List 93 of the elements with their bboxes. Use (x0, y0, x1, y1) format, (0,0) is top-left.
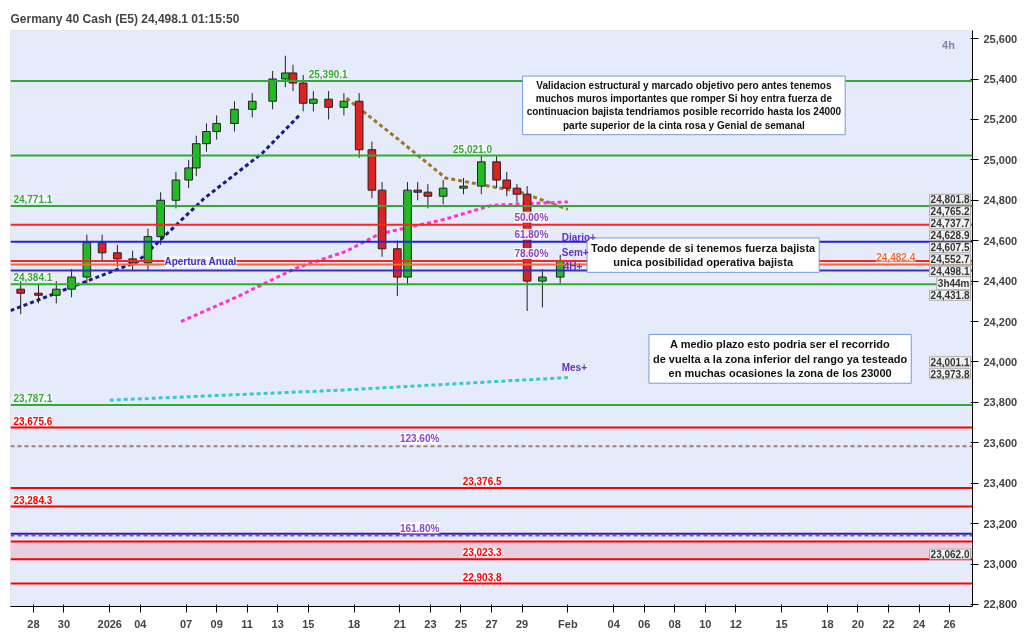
annotation: 61.80% (514, 228, 549, 240)
x-tick-label: 10 (699, 617, 712, 630)
candlestick (438, 179, 448, 205)
annotation: 24,607.5 (930, 242, 970, 254)
y-tick-label: 24,600 (983, 234, 1018, 247)
annotation: Todo depende de si tenemos fuerza bajista unica posibilidad operativa bajista (591, 241, 817, 269)
annotation: Validacion estructural y marcado objetivo pero antes tenemos muchos muros importantes que romper Si hoy entra fuerza de continuacion bajista tendriamos posible recorrido hasta los 24000 parte superior de la cinta rosa y Genial de semanal (526, 80, 842, 131)
annotation: 161.80% (399, 522, 440, 534)
candlestick (97, 234, 107, 262)
x-tick-label: Feb (558, 617, 578, 630)
ref-line-label: 24,384.1 (13, 272, 53, 284)
y-tick-label: 24,000 (983, 355, 1018, 368)
x-tick-label: 23 (424, 617, 437, 630)
candlestick (171, 171, 181, 209)
candlestick (339, 92, 349, 116)
ref-line-label: 24,482.4 (876, 252, 916, 264)
candlestick (324, 90, 333, 120)
chart-title: Germany 40 Cash (E5) 24,498.1 01:15:50 (10, 11, 240, 26)
y-tick-label: 23,200 (983, 517, 1018, 530)
x-tick-label: 26 (943, 617, 956, 630)
annotation: 4h (942, 39, 956, 52)
y-tick-label: 23,000 (983, 558, 1018, 571)
ref-line-label: 25,390.1 (308, 69, 349, 81)
x-tick-label: 12 (729, 617, 742, 630)
annotation: 24,498.1 (930, 266, 970, 278)
annotation: Mes+ (561, 361, 588, 373)
annotation: 24,737.7 (930, 218, 970, 230)
x-tick-label: 22 (882, 617, 895, 630)
ref-line-label: 25,021.0 (453, 143, 493, 155)
y-tick-label: 25,200 (983, 113, 1018, 126)
annotation: 123.60% (399, 433, 440, 445)
x-tick-label: 18 (821, 617, 834, 630)
x-tick-label: 27 (485, 617, 498, 630)
x-tick-label: 09 (210, 617, 223, 630)
annotation: 24,628.9 (930, 230, 970, 242)
x-tick-label: 15 (302, 617, 315, 630)
y-tick-label: 25,400 (983, 73, 1018, 86)
y-tick-label: 24,200 (983, 315, 1018, 328)
candlestick (113, 244, 122, 268)
annotation: 3h44m (937, 277, 970, 289)
ref-line-label: 24,771.1 (13, 194, 53, 206)
candlestick (51, 280, 61, 304)
annotation: 24,552.7 (930, 254, 970, 266)
ref-line-label: 23,284.3 (13, 494, 53, 506)
x-tick-label: 15 (775, 617, 788, 630)
x-tick-label: 11 (241, 617, 254, 630)
x-tick-label: 08 (668, 617, 681, 630)
annotation: 24,001.1 (930, 356, 970, 368)
annotation: 4H+ (563, 261, 583, 273)
x-tick-label: 2026 (97, 617, 122, 630)
y-tick-label: 24,800 (983, 194, 1018, 207)
candlestick (268, 70, 277, 110)
ref-line-label: 23,023.3 (462, 547, 502, 559)
x-tick-label: 18 (347, 617, 361, 630)
candlestick (538, 268, 547, 308)
y-tick-label: 23,600 (983, 436, 1018, 449)
annotation: 50.00% (514, 211, 549, 223)
y-tick-label: 23,400 (983, 477, 1018, 490)
y-tick-label: 23,800 (983, 396, 1018, 409)
candlestick (247, 92, 257, 118)
annotation: 24,431.8 (930, 290, 970, 302)
x-tick-label: 28 (27, 617, 40, 630)
ref-line-label: Apertura Anual (164, 256, 237, 268)
ref-line-label: 22,903.8 (462, 571, 502, 583)
annotation: A medio plazo esto podria ser el recorrido de vuelta a la zona inferior del rango ya testeado en muchas ocasiones la zona de los 23000 (652, 338, 908, 380)
annotation: Sem+ (561, 246, 589, 258)
x-tick-label: 25 (454, 617, 468, 630)
candlestick (34, 284, 43, 304)
ref-line-label: 23,376.5 (462, 475, 502, 487)
x-tick-label: 21 (393, 617, 407, 630)
x-tick-label: 30 (57, 617, 71, 630)
annotation: Diario+ (561, 232, 597, 244)
annotation: 24,765.2 (930, 206, 970, 218)
x-tick-label: 06 (638, 617, 651, 630)
candlestick (230, 100, 239, 133)
annotation: 78.60% (514, 247, 549, 259)
x-tick-label: 29 (515, 617, 529, 630)
annotation: 23,973.8 (930, 368, 970, 380)
x-tick-label: 04 (607, 617, 621, 630)
y-tick-label: 22,800 (983, 598, 1018, 611)
ref-line-label: 23,787.1 (13, 392, 53, 404)
y-tick-label: 25,600 (983, 32, 1018, 45)
x-tick-label: 04 (134, 617, 148, 630)
line-series (10, 112, 303, 313)
ref-line-label: 23,675.6 (13, 415, 53, 427)
x-tick-label: 24 (912, 617, 927, 630)
y-tick-label: 24,400 (983, 275, 1018, 288)
x-tick-label: 20 (851, 617, 865, 630)
x-tick-label: 13 (271, 617, 284, 630)
annotation: 24,801.8 (930, 194, 970, 206)
annotation: 23,062.0 (930, 549, 970, 561)
y-tick-label: 25,000 (983, 153, 1018, 166)
x-tick-label: 07 (179, 617, 193, 630)
